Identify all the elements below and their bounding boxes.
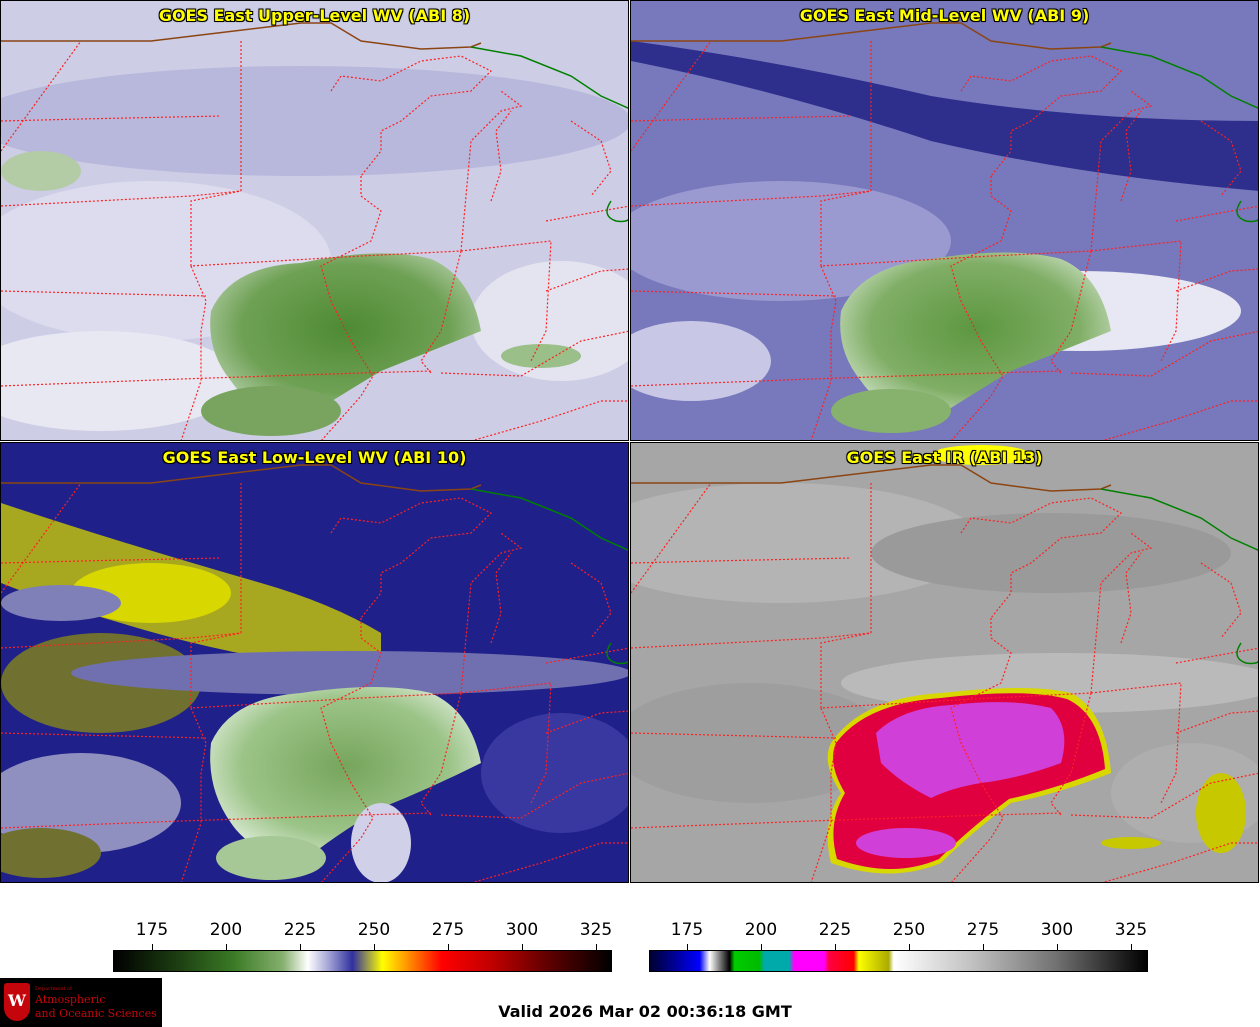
ir-tick-label: 225 bbox=[818, 920, 852, 940]
valid-time-label: Valid 2026 Mar 02 00:36:18 GMT bbox=[498, 1002, 792, 1021]
ir-tick-label: 325 bbox=[1114, 920, 1148, 940]
wv-tick-label: 300 bbox=[505, 920, 539, 940]
mid-level-wv-image bbox=[631, 1, 1258, 440]
panel-title: GOES East IR (ABI 13) bbox=[846, 448, 1043, 467]
panel-title: GOES East Low-Level WV (ABI 10) bbox=[162, 448, 467, 467]
low-level-wv-image bbox=[1, 443, 628, 882]
uw-crest-icon: W bbox=[4, 983, 30, 1021]
ir-tick-mark bbox=[1131, 944, 1132, 950]
logo-line-2: and Oceanic Sciences bbox=[35, 1007, 157, 1020]
ir-tick-mark bbox=[761, 944, 762, 950]
wv-tick-label: 225 bbox=[283, 920, 317, 940]
ir-colorbar bbox=[649, 950, 1148, 972]
logo-line-1: Atmospheric bbox=[35, 993, 106, 1006]
ir-tick-mark bbox=[983, 944, 984, 950]
wv-tick-label: 175 bbox=[135, 920, 169, 940]
wv-colorbar bbox=[113, 950, 612, 972]
wv-tick-mark bbox=[522, 944, 523, 950]
wv-tick-mark bbox=[448, 944, 449, 950]
ir-panel: GOES East IR (ABI 13) bbox=[630, 442, 1259, 883]
wv-tick-mark bbox=[226, 944, 227, 950]
upper-level-wv-image bbox=[1, 1, 628, 440]
uw-aos-logo: W Department of Atmospheric and Oceanic … bbox=[0, 978, 162, 1027]
mid-level-wv-panel: GOES East Mid-Level WV (ABI 9) bbox=[630, 0, 1259, 441]
wv-tick-label: 250 bbox=[357, 920, 391, 940]
ir-tick-label: 275 bbox=[966, 920, 1000, 940]
wv-tick-label: 200 bbox=[209, 920, 243, 940]
ir-tick-mark bbox=[909, 944, 910, 950]
wv-tick-label: 325 bbox=[579, 920, 613, 940]
low-level-wv-panel: GOES East Low-Level WV (ABI 10) bbox=[0, 442, 629, 883]
wv-tick-mark bbox=[596, 944, 597, 950]
ir-image bbox=[631, 443, 1258, 882]
ir-tick-label: 250 bbox=[892, 920, 926, 940]
wv-tick-mark bbox=[374, 944, 375, 950]
ir-tick-label: 175 bbox=[670, 920, 704, 940]
ir-tick-mark bbox=[1057, 944, 1058, 950]
ir-tick-mark bbox=[687, 944, 688, 950]
panel-title: GOES East Mid-Level WV (ABI 9) bbox=[799, 6, 1090, 25]
wv-tick-mark bbox=[152, 944, 153, 950]
ir-tick-label: 300 bbox=[1040, 920, 1074, 940]
panel-title: GOES East Upper-Level WV (ABI 8) bbox=[158, 6, 471, 25]
logo-department-text: Department of bbox=[35, 986, 72, 992]
wv-tick-label: 275 bbox=[431, 920, 465, 940]
ir-tick-label: 200 bbox=[744, 920, 778, 940]
wv-tick-mark bbox=[300, 944, 301, 950]
ir-tick-mark bbox=[835, 944, 836, 950]
upper-level-wv-panel: GOES East Upper-Level WV (ABI 8) bbox=[0, 0, 629, 441]
